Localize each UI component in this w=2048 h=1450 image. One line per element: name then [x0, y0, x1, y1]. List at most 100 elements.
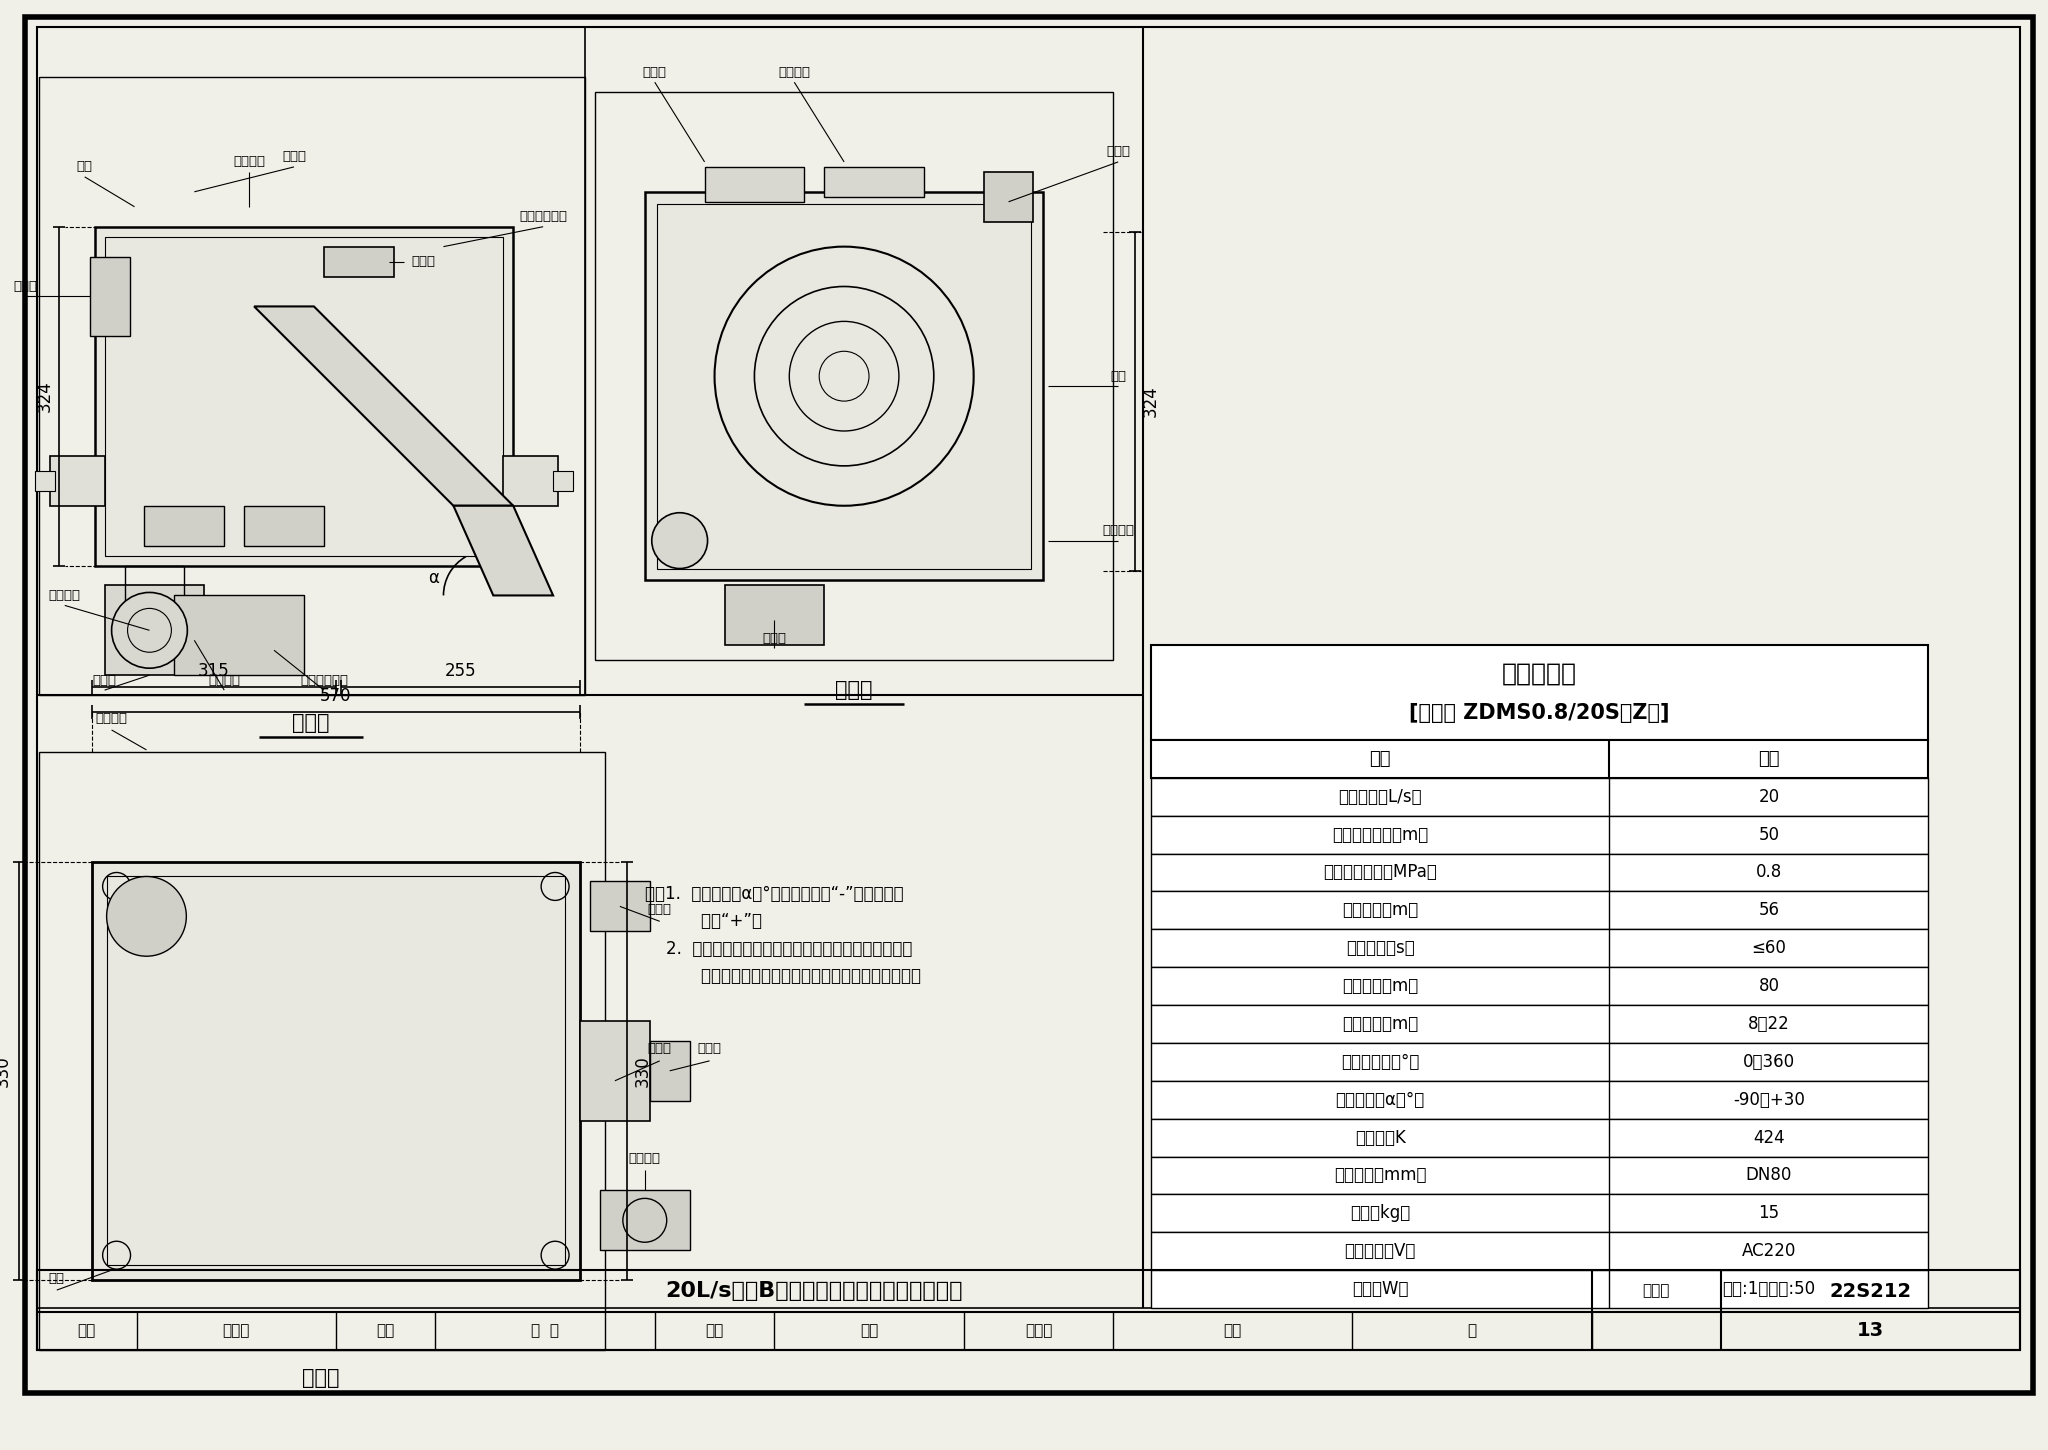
Bar: [596, 93, 1114, 660]
Bar: [39, 77, 586, 695]
Bar: [504, 455, 559, 506]
Text: 0～360: 0～360: [1743, 1053, 1794, 1072]
Text: 侧视图: 侧视图: [836, 680, 872, 700]
Text: 安装高度（m）: 安装高度（m）: [1341, 1015, 1419, 1032]
Text: 审核: 审核: [78, 1324, 96, 1338]
Bar: [244, 506, 324, 545]
Bar: [1151, 1118, 1929, 1157]
Text: 纤典: 纤典: [705, 1324, 723, 1338]
Bar: [580, 1021, 649, 1121]
Text: 0.8: 0.8: [1755, 864, 1782, 882]
Bar: [1151, 892, 1929, 929]
Text: 8～22: 8～22: [1749, 1015, 1790, 1032]
Circle shape: [106, 876, 186, 956]
Bar: [1151, 816, 1929, 854]
Bar: [649, 1041, 690, 1101]
Text: 最大保护半径（m）: 最大保护半径（m）: [1331, 825, 1427, 844]
Text: 俦视图: 俦视图: [303, 1367, 340, 1388]
Text: 出水口: 出水口: [647, 1043, 672, 1056]
Text: 注：1.  俰仰回转角α（°）为俰角时为“-”，为仰俰角: 注：1. 俰仰回转角α（°）为俰角时为“-”，为仰俰角: [645, 886, 903, 903]
Bar: [1151, 777, 1929, 816]
Text: 推杆电机: 推杆电机: [778, 65, 811, 78]
Bar: [1151, 1195, 1929, 1232]
Bar: [37, 1270, 2019, 1350]
Text: 壳体: 壳体: [76, 161, 92, 174]
Text: 赵首权: 赵首权: [1024, 1324, 1053, 1338]
Text: [型号： ZDMS0.8/20S（Z）]: [型号： ZDMS0.8/20S（Z）]: [1409, 703, 1669, 724]
Text: 水平回转角（°）: 水平回转角（°）: [1341, 1053, 1419, 1072]
Bar: [823, 167, 924, 197]
Text: 20: 20: [1759, 787, 1780, 806]
Text: 570: 570: [319, 687, 352, 705]
Bar: [1151, 929, 1929, 967]
Text: 22S212: 22S212: [1829, 1282, 1911, 1301]
Text: ≤60: ≤60: [1751, 940, 1786, 957]
Polygon shape: [254, 306, 514, 506]
Text: 射流半径（m）: 射流半径（m）: [1341, 902, 1419, 919]
Bar: [49, 455, 104, 506]
Text: 时为“+”。: 时为“+”。: [680, 912, 762, 931]
Bar: [1151, 1043, 1929, 1080]
Text: 56: 56: [1759, 902, 1780, 919]
Text: 324: 324: [1143, 386, 1159, 418]
Text: 张立成: 张立成: [223, 1324, 250, 1338]
Text: 俰仰回转角α（°）: 俰仰回转角α（°）: [1335, 1090, 1425, 1109]
Polygon shape: [453, 506, 553, 596]
Text: 315: 315: [199, 663, 229, 680]
Bar: [37, 28, 2019, 1308]
Text: 探测组件: 探测组件: [96, 712, 127, 725]
Text: 校对: 校对: [377, 1324, 395, 1338]
Text: 330: 330: [0, 1056, 12, 1086]
Text: 装置参数表: 装置参数表: [1503, 661, 1577, 686]
Text: 定位器: 定位器: [283, 151, 305, 164]
Bar: [104, 586, 205, 676]
Text: 方平射进行矄准灭火，而不能做到仰射矄准火源。: 方平射进行矄准灭火，而不能做到仰射矄准火源。: [680, 967, 922, 985]
Text: α: α: [428, 568, 438, 586]
Text: 接口尺寸（mm）: 接口尺寸（mm）: [1333, 1166, 1427, 1185]
Text: 张  奥: 张 奥: [530, 1324, 559, 1338]
Bar: [90, 257, 129, 336]
Text: DN80: DN80: [1745, 1166, 1792, 1185]
Text: 页: 页: [1468, 1324, 1477, 1338]
Text: 柱塞转换装置: 柱塞转换装置: [299, 674, 348, 687]
Text: 项目: 项目: [1370, 750, 1391, 768]
Bar: [94, 226, 514, 566]
Text: 探测组件: 探测组件: [1102, 523, 1135, 536]
Text: 424: 424: [1753, 1128, 1784, 1147]
Text: -90～+30: -90～+30: [1733, 1090, 1804, 1109]
Text: 进水管: 进水管: [762, 632, 786, 645]
Bar: [645, 191, 1042, 580]
Text: 330: 330: [633, 1056, 651, 1086]
Text: 80: 80: [1759, 977, 1780, 995]
Bar: [725, 586, 823, 645]
Bar: [590, 882, 649, 931]
Text: 定位器: 定位器: [647, 903, 672, 916]
Bar: [125, 566, 184, 606]
Text: 额定流量（L/s）: 额定流量（L/s）: [1339, 787, 1421, 806]
Text: AC220: AC220: [1741, 1243, 1796, 1260]
Text: 324: 324: [35, 380, 53, 412]
Bar: [106, 876, 565, 1266]
Bar: [104, 236, 504, 555]
Bar: [1151, 1080, 1929, 1118]
Text: 设计: 设计: [860, 1324, 879, 1338]
Bar: [657, 204, 1032, 568]
Bar: [145, 506, 223, 545]
Text: 流量系数K: 流量系数K: [1356, 1128, 1405, 1147]
Bar: [983, 173, 1034, 222]
Text: 20L/s直立B型自动消防炮外形尺寸及参数表: 20L/s直立B型自动消防炮外形尺寸及参数表: [666, 1280, 963, 1301]
Text: 定位器: 定位器: [12, 280, 37, 293]
Text: 推杆电机: 推杆电机: [209, 674, 240, 687]
Text: 定位器: 定位器: [643, 65, 668, 78]
Text: 监控半径（m）: 监控半径（m）: [1341, 977, 1419, 995]
Bar: [1151, 1157, 1929, 1195]
Bar: [1151, 1005, 1929, 1043]
Text: 15: 15: [1759, 1205, 1780, 1222]
Text: 电机电压（V）: 电机电压（V）: [1346, 1243, 1415, 1260]
Bar: [92, 861, 580, 1280]
Bar: [1151, 1270, 1929, 1308]
Bar: [174, 596, 303, 676]
Text: 出水口: 出水口: [412, 255, 436, 268]
Text: 出水口: 出水口: [698, 1043, 721, 1056]
Bar: [324, 247, 393, 277]
